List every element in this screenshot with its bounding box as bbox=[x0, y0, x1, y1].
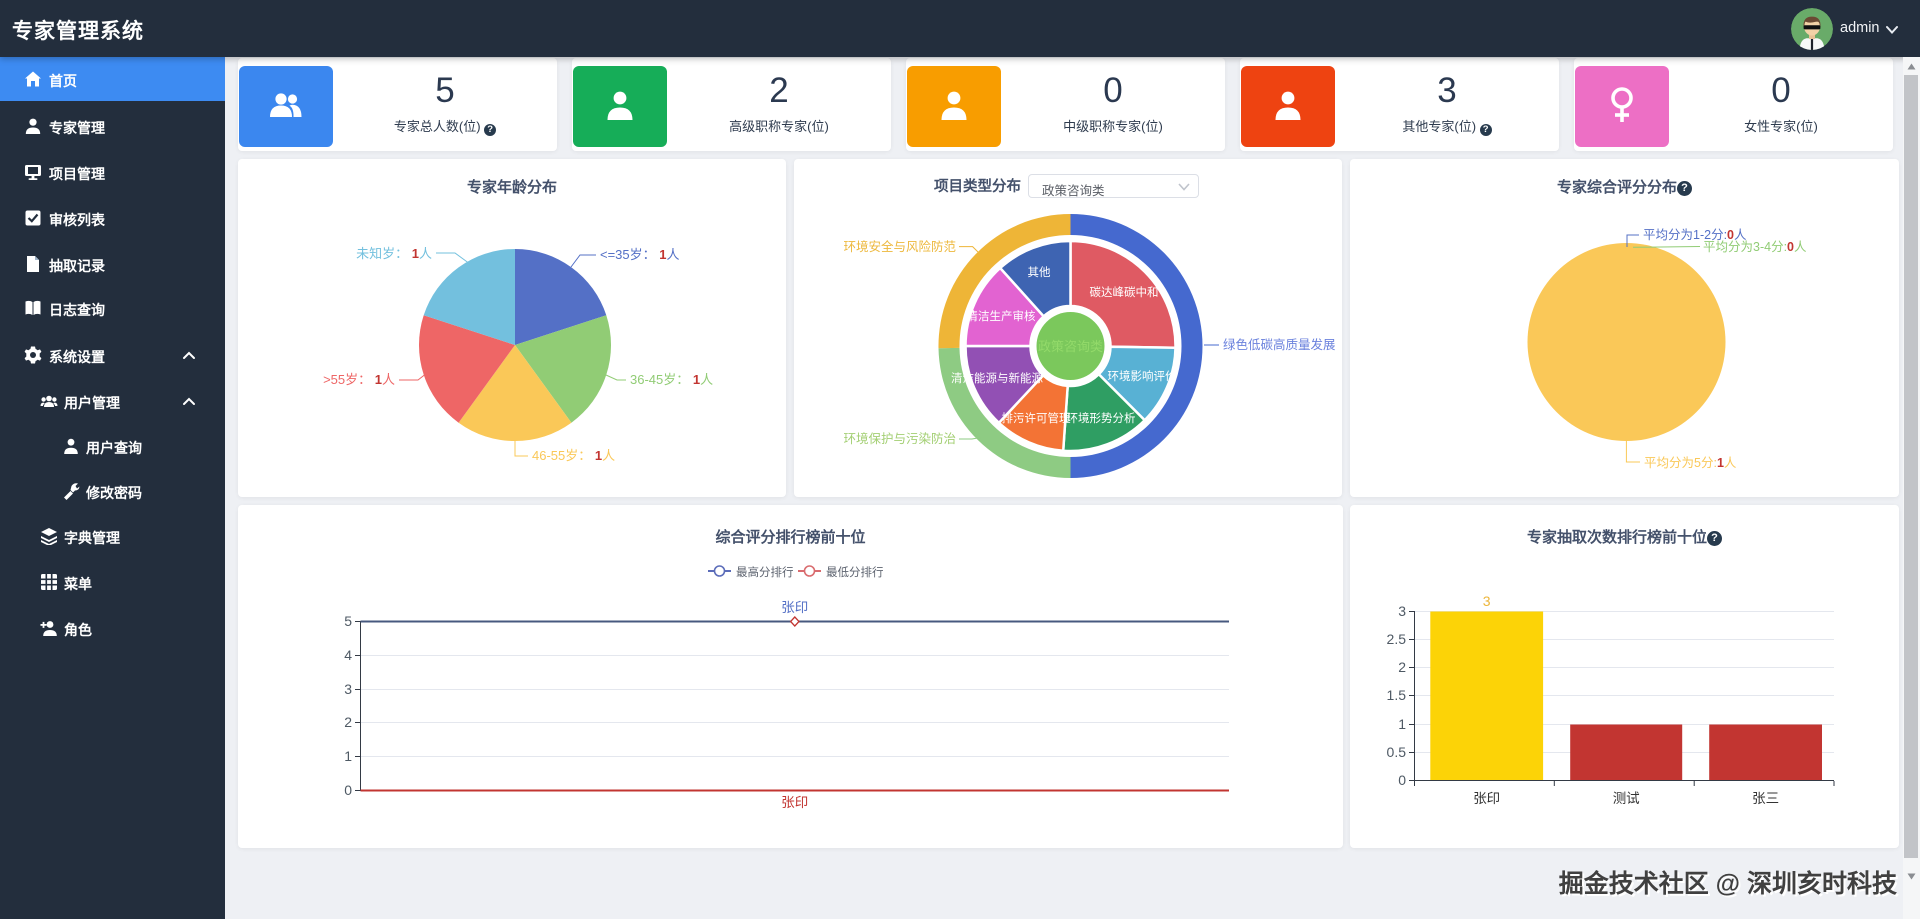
svg-text:张三: 张三 bbox=[1752, 791, 1779, 806]
svg-text:张印: 张印 bbox=[781, 795, 808, 810]
svg-text:其他: 其他 bbox=[1028, 266, 1051, 279]
svg-text:平均分为3-4分:0人: 平均分为3-4分:0人 bbox=[1703, 240, 1807, 254]
svg-text:平均分为1-2分:0人: 平均分为1-2分:0人 bbox=[1643, 228, 1747, 242]
svg-text:绿色低碳高质量发展: 绿色低碳高质量发展 bbox=[1223, 337, 1336, 352]
svg-text:最高分排行: 最高分排行 bbox=[736, 565, 794, 579]
svg-text:3: 3 bbox=[1483, 593, 1491, 609]
svg-text:测试: 测试 bbox=[1613, 791, 1641, 806]
svg-text:环境形势分析: 环境形势分析 bbox=[1067, 411, 1136, 425]
svg-text:碳达峰碳中和: 碳达峰碳中和 bbox=[1090, 285, 1159, 299]
svg-text:环境影响评价: 环境影响评价 bbox=[1108, 369, 1177, 383]
svg-text:46-55岁： 1人: 46-55岁： 1人 bbox=[532, 448, 615, 463]
svg-text:环境安全与风险防范: 环境安全与风险防范 bbox=[843, 239, 956, 254]
svg-text:清洁生产审核: 清洁生产审核 bbox=[967, 309, 1036, 323]
svg-text:环境保护与污染防治: 环境保护与污染防治 bbox=[843, 431, 956, 446]
svg-text:张印: 张印 bbox=[1473, 791, 1500, 806]
svg-text:平均分为5分:1人: 平均分为5分:1人 bbox=[1644, 456, 1737, 470]
svg-text:3: 3 bbox=[1398, 603, 1406, 619]
svg-text:2: 2 bbox=[344, 714, 352, 730]
svg-text:张印: 张印 bbox=[781, 600, 808, 615]
svg-text:0.5: 0.5 bbox=[1387, 744, 1407, 760]
svg-text:政策咨询类: 政策咨询类 bbox=[1038, 339, 1103, 354]
svg-text:1: 1 bbox=[344, 748, 352, 764]
svg-text:0: 0 bbox=[344, 782, 352, 798]
svg-text:>55岁： 1人: >55岁： 1人 bbox=[323, 372, 395, 387]
svg-text:清洁能源与新能源: 清洁能源与新能源 bbox=[951, 371, 1043, 385]
svg-text:最低分排行: 最低分排行 bbox=[826, 565, 884, 579]
svg-text:36-45岁： 1人: 36-45岁： 1人 bbox=[630, 372, 713, 387]
svg-text:1.5: 1.5 bbox=[1387, 687, 1407, 703]
svg-text:排污许可管理: 排污许可管理 bbox=[1002, 411, 1071, 425]
svg-text:2: 2 bbox=[1398, 659, 1406, 675]
svg-text:<=35岁： 1人: <=35岁： 1人 bbox=[600, 247, 680, 262]
svg-text:0: 0 bbox=[1398, 772, 1406, 788]
svg-text:2.5: 2.5 bbox=[1387, 631, 1407, 647]
svg-text:1: 1 bbox=[1398, 716, 1406, 732]
svg-text:3: 3 bbox=[344, 681, 352, 697]
svg-text:4: 4 bbox=[344, 647, 352, 663]
svg-text:5: 5 bbox=[344, 613, 352, 629]
svg-text:未知岁： 1人: 未知岁： 1人 bbox=[356, 246, 432, 261]
